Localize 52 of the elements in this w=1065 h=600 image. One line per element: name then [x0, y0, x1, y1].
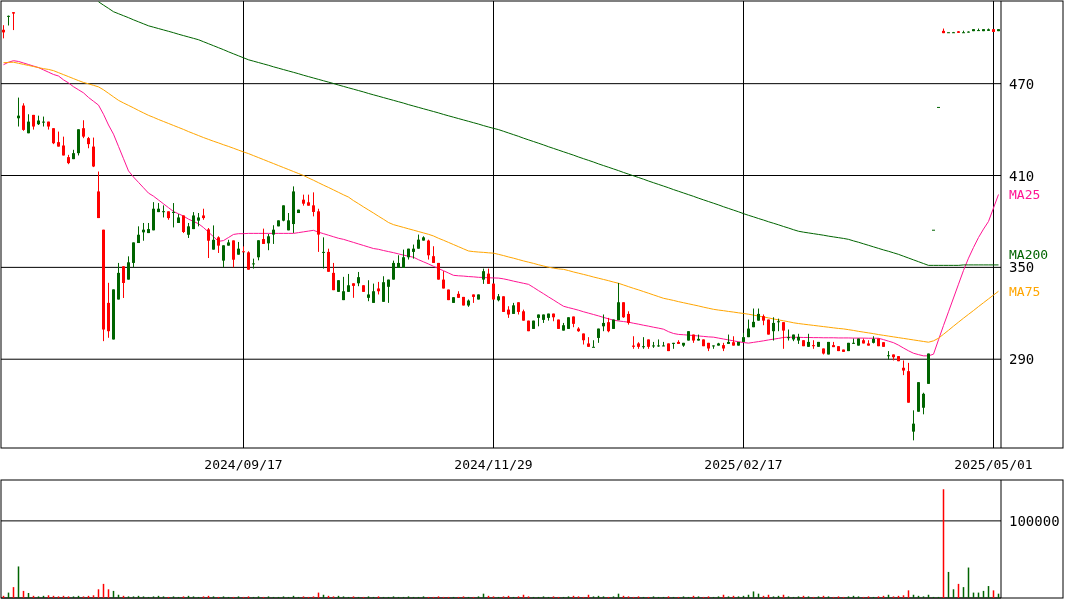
- candlestick: [77, 128, 80, 156]
- candlestick: [887, 350, 890, 361]
- candlestick: [132, 241, 135, 268]
- candlestick: [427, 239, 430, 261]
- x-tick-label: 2024/11/29: [454, 456, 533, 472]
- y-tick-label: 470: [1009, 75, 1035, 92]
- candlestick: [312, 191, 315, 217]
- candlestick: [162, 204, 165, 218]
- candlestick: [402, 249, 405, 269]
- y-tick-label: 350: [1009, 259, 1035, 276]
- candlestick: [372, 283, 375, 304]
- candlestick: [257, 239, 260, 261]
- candlestick: [152, 201, 155, 231]
- candlestick: [782, 321, 785, 350]
- candlestick: [172, 202, 175, 228]
- candlestick: [332, 262, 335, 291]
- candlestick: [657, 338, 660, 348]
- candlestick: [367, 279, 370, 302]
- series-label: MA200: [1009, 246, 1049, 262]
- candlestick: [207, 227, 210, 259]
- candlestick: [122, 265, 125, 299]
- series-label: MA25: [1009, 187, 1041, 202]
- line-series: [98, 1, 999, 266]
- y-tick-label: 410: [1009, 167, 1035, 184]
- candlestick: [592, 339, 595, 348]
- x-tick-label: 2025/05/01: [954, 456, 1033, 472]
- candlestick: [42, 116, 45, 128]
- y-tick-label: 290: [1009, 351, 1035, 368]
- candlestick: [222, 244, 225, 268]
- y-tick-label: 100000: [1009, 512, 1060, 529]
- candlestick: [327, 248, 330, 273]
- candlestick: [787, 329, 790, 342]
- candlestick: [247, 250, 250, 271]
- candlestick: [252, 258, 255, 270]
- candlestick: [772, 316, 775, 342]
- candlestick: [322, 236, 325, 270]
- series-label: MA75: [1009, 283, 1041, 299]
- candlestick: [272, 224, 275, 245]
- x-tick-label: 2025/02/17: [704, 456, 783, 472]
- candlestick: [317, 208, 320, 253]
- candlestick: [232, 239, 235, 268]
- candlestick: [382, 275, 385, 303]
- candlestick: [642, 336, 645, 350]
- candlestick: [912, 409, 915, 441]
- candlestick: [392, 260, 395, 281]
- x-tick-label: 2024/09/17: [204, 456, 283, 472]
- candlestick: [617, 282, 620, 321]
- candlestick: [127, 255, 130, 281]
- candlestick: [922, 392, 925, 415]
- candlestick: [92, 137, 95, 168]
- candlestick: [212, 224, 215, 251]
- candlestick: [712, 344, 715, 350]
